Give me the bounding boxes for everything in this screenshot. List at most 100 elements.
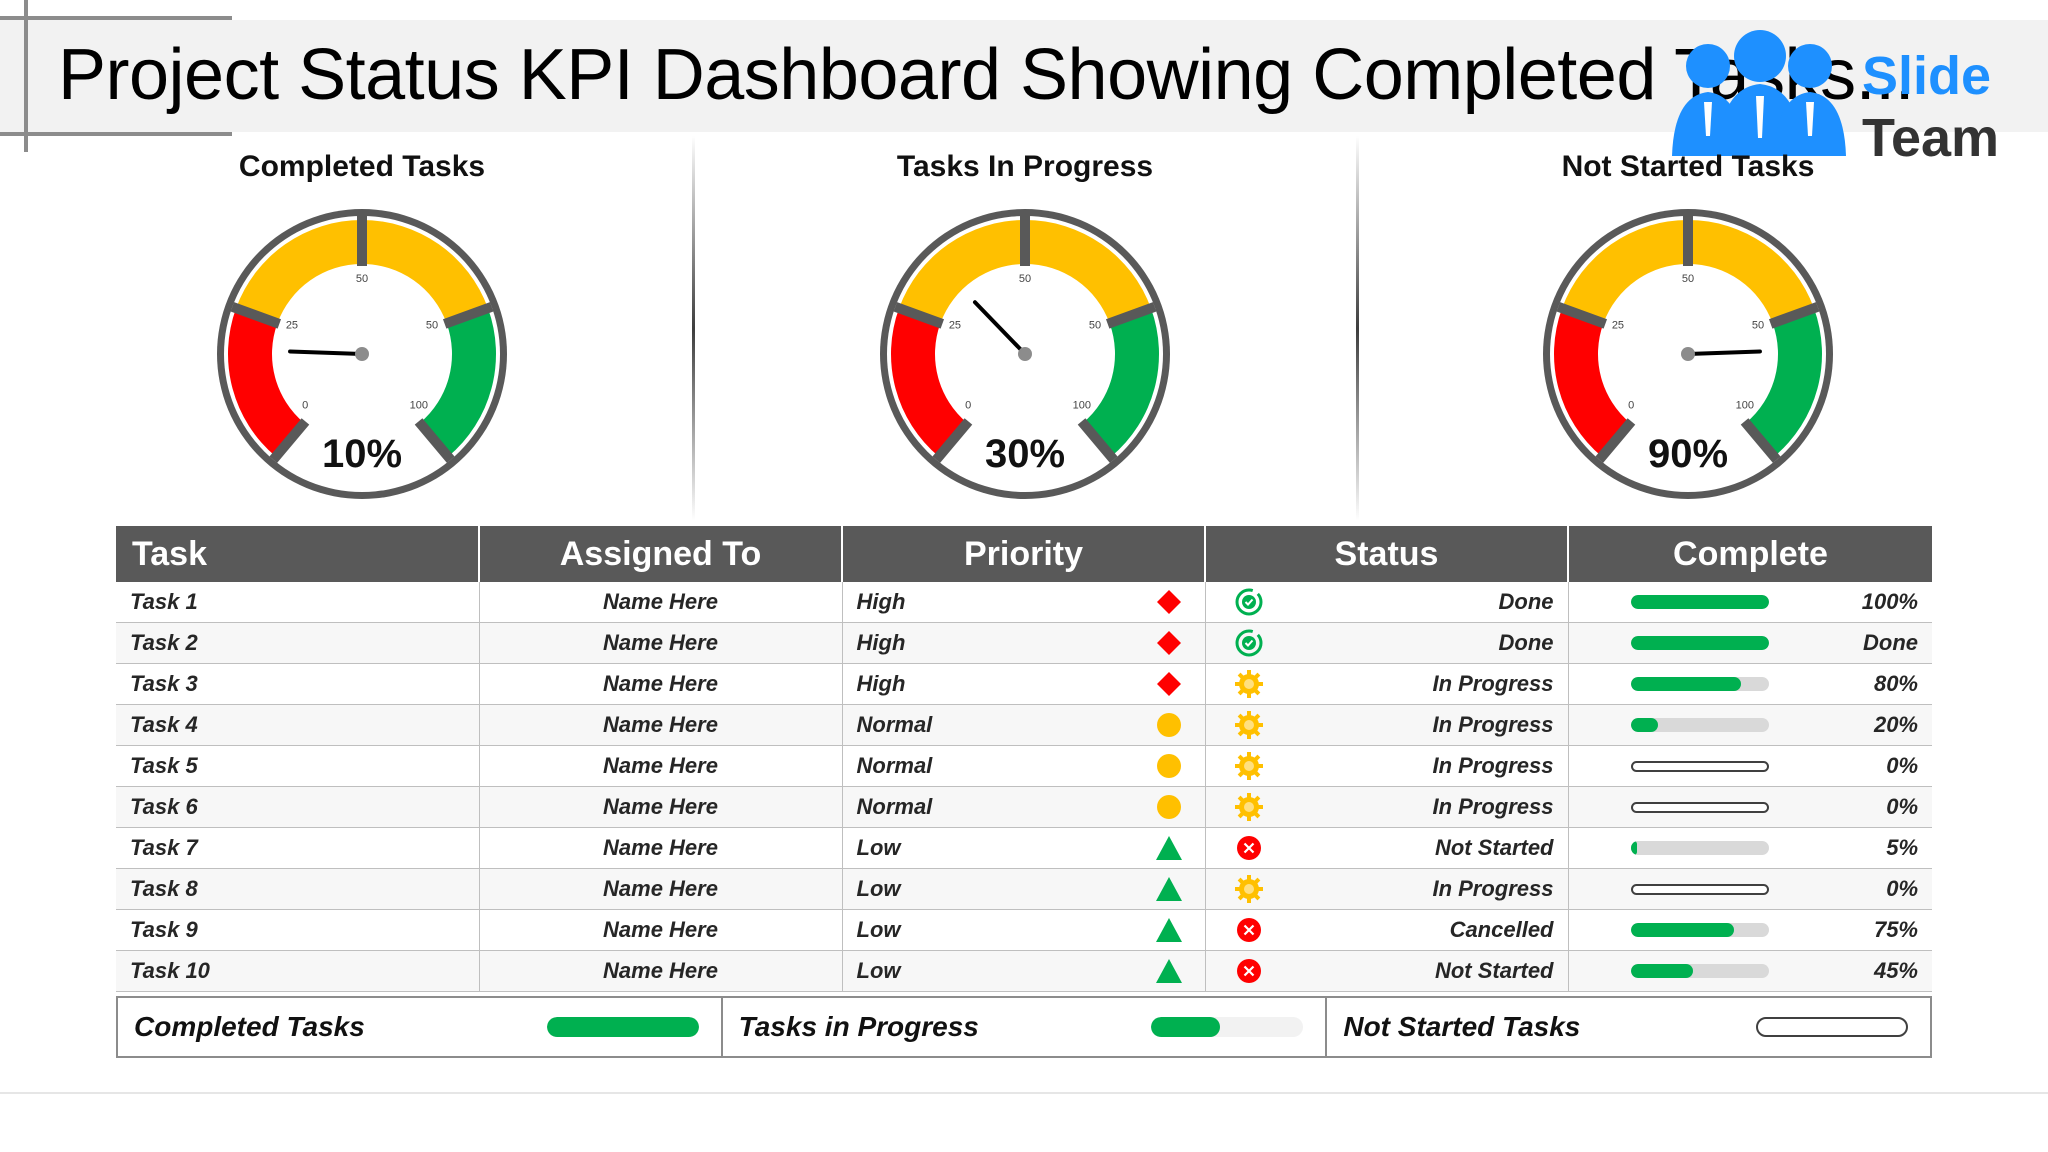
section-divider <box>1356 136 1359 521</box>
table-row: Task 9 Name Here Low Cancelled 75% <box>116 909 1932 951</box>
corner-decoration <box>0 16 232 20</box>
green-triangle-icon <box>1155 875 1183 903</box>
gauge-tick-label: 0 <box>965 399 971 411</box>
complete-label: 0% <box>1886 794 1918 819</box>
gauge-value: 10% <box>321 432 403 476</box>
status-label: In Progress <box>1432 876 1554 901</box>
priority-cell: Low <box>841 950 1205 992</box>
check-circle-icon <box>1234 628 1264 658</box>
status-cell: In Progress <box>1204 868 1568 910</box>
gauge-tick-label: 0 <box>302 399 308 411</box>
gauge-tick-label: 50 <box>1019 273 1031 285</box>
table-row: Task 5 Name Here Normal In Progress 0% <box>116 745 1932 787</box>
task-name: Task 2 <box>130 630 198 655</box>
corner-decoration <box>24 0 28 152</box>
priority-label: High <box>856 671 906 696</box>
priority-cell: Normal <box>841 704 1205 746</box>
assignee-name: Name Here <box>603 876 718 901</box>
yellow-circle-icon <box>1155 793 1183 821</box>
column-header-task: Task <box>116 526 479 582</box>
complete-cell: 80% <box>1567 663 1932 705</box>
assigned-cell: Name Here <box>478 950 842 992</box>
priority-label: High <box>856 589 906 614</box>
summary-progress-bar <box>546 1017 699 1037</box>
progress-bar <box>1630 923 1769 937</box>
gauge-band <box>236 219 488 324</box>
gauge-completed-tasks: Completed Tasks 0 25 50 50 100 10% <box>182 150 542 510</box>
footer-line <box>0 1092 2048 1094</box>
task-name: Task 7 <box>130 835 198 860</box>
gauge-band <box>899 219 1151 324</box>
task-cell: Task 10 <box>116 950 479 992</box>
progress-fill <box>1630 677 1741 691</box>
progress-bar <box>1630 801 1769 813</box>
status-cell: In Progress <box>1204 745 1568 787</box>
progress-fill <box>1630 595 1769 609</box>
status-label: Not Started <box>1434 835 1554 860</box>
gauge-pivot <box>1681 347 1695 361</box>
priority-label: Low <box>856 917 901 942</box>
gauge-separator <box>1077 418 1118 463</box>
assignee-name: Name Here <box>603 917 718 942</box>
gauge-not-started-tasks: Not Started Tasks 0 25 50 50 100 90% <box>1508 150 1868 510</box>
gauge-separator <box>442 302 494 329</box>
complete-label: 80% <box>1873 671 1918 696</box>
x-circle-icon <box>1234 956 1264 986</box>
progress-bar <box>1630 636 1769 650</box>
assigned-cell: Name Here <box>478 663 842 705</box>
gauge-value: 30% <box>984 432 1066 476</box>
complete-cell: 5% <box>1567 827 1932 869</box>
task-name: Task 8 <box>130 876 198 901</box>
status-label: Cancelled <box>1449 917 1554 942</box>
gauge-separator <box>230 302 282 329</box>
table-row: Task 1 Name Here High Done 100% <box>116 582 1932 623</box>
gauge-separator <box>1595 418 1636 463</box>
gauge-needle <box>1686 349 1762 356</box>
assigned-cell: Name Here <box>478 868 842 910</box>
status-cell: In Progress <box>1204 704 1568 746</box>
yellow-circle-icon <box>1155 711 1183 739</box>
progress-fill <box>1630 636 1769 650</box>
priority-cell: Low <box>841 909 1205 951</box>
task-name: Task 6 <box>130 794 198 819</box>
gauge-needle <box>288 349 364 356</box>
gauge-value: 90% <box>1647 432 1729 476</box>
gauge-dial: 0 25 50 50 100 <box>880 209 1170 499</box>
task-cell: Task 2 <box>116 622 479 664</box>
gauge-band <box>419 308 496 457</box>
column-header-priority: Priority <box>841 526 1205 582</box>
priority-cell: Low <box>841 868 1205 910</box>
task-cell: Task 9 <box>116 909 479 951</box>
gauge-separator <box>269 418 310 463</box>
assigned-cell: Name Here <box>478 582 842 623</box>
gauge-band <box>1554 308 1631 457</box>
priority-label: Low <box>856 835 901 860</box>
assigned-cell: Name Here <box>478 909 842 951</box>
complete-cell: 45% <box>1567 950 1932 992</box>
priority-cell: High <box>841 622 1205 664</box>
assignee-name: Name Here <box>603 712 718 737</box>
priority-label: Low <box>856 958 901 983</box>
gauge-dial: 0 25 50 50 100 <box>1543 209 1833 499</box>
task-name: Task 3 <box>130 671 198 696</box>
task-cell: Task 6 <box>116 786 479 828</box>
complete-cell: Done <box>1567 622 1932 664</box>
gauge-separator <box>893 302 945 329</box>
table-row: Task 4 Name Here Normal In Progress 20% <box>116 704 1932 746</box>
gauge-pivot <box>355 347 369 361</box>
gauge-tick-label: 100 <box>1073 399 1091 411</box>
column-header-status: Status <box>1204 526 1568 582</box>
complete-cell: 0% <box>1567 868 1932 910</box>
x-circle-icon <box>1234 833 1264 863</box>
summary-label: Tasks in Progress <box>738 1011 979 1042</box>
priority-cell: Normal <box>841 786 1205 828</box>
complete-label: 45% <box>1873 958 1918 983</box>
gauge-tick-label: 0 <box>1628 399 1634 411</box>
progress-bar <box>1630 595 1769 609</box>
complete-label: Done <box>1863 630 1918 655</box>
red-diamond-icon <box>1155 670 1183 698</box>
gauge-separator <box>932 418 973 463</box>
priority-label: Low <box>856 876 901 901</box>
task-cell: Task 7 <box>116 827 479 869</box>
complete-cell: 75% <box>1567 909 1932 951</box>
